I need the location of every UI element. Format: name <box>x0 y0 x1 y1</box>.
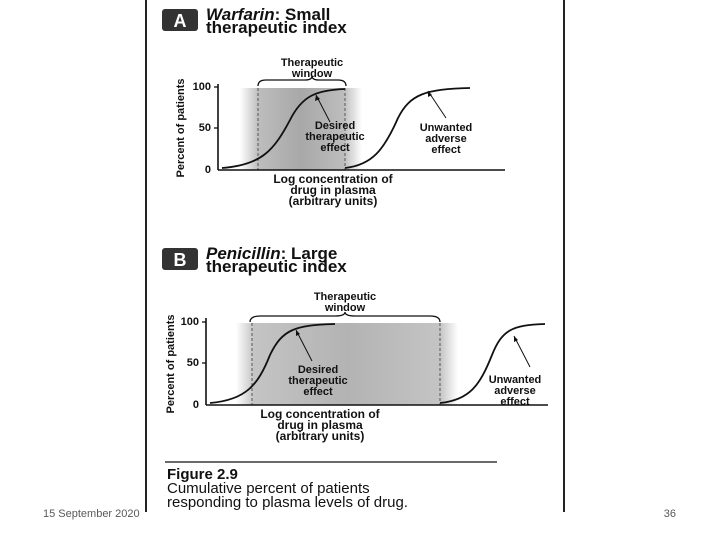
panel-a-adverse-arrowhead <box>428 91 432 97</box>
panel-b-badge-box <box>162 248 198 270</box>
panel-b-desired-label-3: effect <box>303 386 333 398</box>
panel-a-adverse-label-1: Unwanted <box>420 122 473 134</box>
panel-b-title-line2: therapeutic index <box>206 257 347 276</box>
panel-a-title-line2: therapeutic index <box>206 18 347 37</box>
panel-b-tick-100: 100 <box>181 316 199 328</box>
panel-a-title-line1: Warfarin: Small <box>206 5 330 24</box>
caption-line-1: Cumulative percent of patients <box>167 480 370 497</box>
panel-a-tick-0: 0 <box>205 164 211 176</box>
panel-a-desired-curve <box>221 88 346 169</box>
panel-a-desired-arrowhead <box>315 95 320 101</box>
panel-a-tick-100: 100 <box>193 81 211 93</box>
panel-a-badge-box <box>162 9 198 31</box>
panel-b-badge: B <box>174 250 187 270</box>
panel-a-window-label-2: window <box>291 68 333 80</box>
panel-b-xlabel-2: drug in plasma <box>277 418 363 432</box>
slide-page-number: 36 <box>663 508 676 520</box>
panel-a-tick-50: 50 <box>199 122 211 134</box>
panel-b-adverse-label-3: effect <box>500 396 530 408</box>
panel-b-title-line1: Penicillin: Large <box>206 244 337 263</box>
panel-a-xlabel-2: drug in plasma <box>290 183 376 197</box>
panel-a-desired-label-2: therapeutic <box>305 131 364 143</box>
panel-b-tick-50: 50 <box>187 357 199 369</box>
panel-b-adverse-arrowhead <box>514 336 518 342</box>
panel-b: B Penicillin: Large therapeutic index Th… <box>162 244 548 443</box>
panel-b-window-brace <box>249 311 441 323</box>
panel-a-adverse-curve <box>344 87 471 169</box>
panel-a-adverse-label-2: adverse <box>425 133 467 145</box>
panel-b-desired-curve <box>209 323 336 404</box>
caption-figure-label: Figure 2.9 <box>167 466 238 483</box>
panel-b-ylabel: Percent of patients <box>165 314 177 413</box>
panel-a-window-brace <box>257 75 347 87</box>
panel-a-window-label-1: Therapeutic <box>281 57 343 69</box>
panel-a-title-drug: Warfarin <box>206 5 275 24</box>
panel-left-border <box>145 0 147 512</box>
panel-a-desired-label-1: Desired <box>315 120 355 132</box>
panel-b-xlabel-1: Log concentration of <box>260 407 380 421</box>
panel-a-xlabel-1: Log concentration of <box>273 172 393 186</box>
caption: Figure 2.9 Cumulative percent of patient… <box>165 461 497 511</box>
panel-a-title-rest: : Small <box>275 5 331 24</box>
panel-right-border <box>563 0 565 512</box>
panel-a-desired-label-3: effect <box>320 142 350 154</box>
panel-a-ylabel: Percent of patients <box>175 78 187 177</box>
panel-a-adverse-label-3: effect <box>431 144 461 156</box>
panel-b-window-label-2: window <box>324 302 366 314</box>
panel-b-title-drug: Penicillin <box>206 244 281 263</box>
panel-b-title-rest: : Large <box>281 244 338 263</box>
figure-panel <box>145 0 565 512</box>
panel-b-desired-label-2: therapeutic <box>288 375 347 387</box>
panel-b-xlabel-3: (arbitrary units) <box>276 429 365 443</box>
panel-b-tick-0: 0 <box>193 399 199 411</box>
panel-b-adverse-curve <box>439 323 546 404</box>
panel-b-desired-label-1: Desired <box>298 364 338 376</box>
panel-b-desired-arrowhead <box>296 330 300 336</box>
panel-a-badge: A <box>174 11 187 31</box>
panel-b-window-shade <box>236 323 458 405</box>
panel-b-desired-arrow <box>295 329 313 362</box>
panel-b-adverse-label-1: Unwanted <box>489 374 542 386</box>
slide-date: 15 September 2020 <box>43 508 140 520</box>
panel-b-adverse-arrow <box>513 335 531 368</box>
panel-b-window-label-1: Therapeutic <box>314 291 376 303</box>
panel-a-xlabel-3: (arbitrary units) <box>289 194 378 208</box>
panel-b-adverse-label-2: adverse <box>494 385 536 397</box>
panel-a: A Warfarin: Small therapeutic index Ther… <box>162 5 505 208</box>
caption-line-2: responding to plasma levels of drug. <box>167 494 408 511</box>
